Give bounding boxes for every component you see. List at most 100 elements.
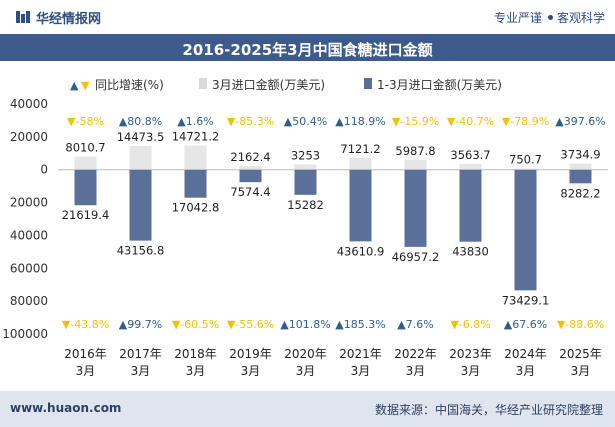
bar-march (129, 145, 152, 170)
data-label-march: 7121.2 (340, 142, 380, 156)
x-tick-label-year: 2019年 (229, 347, 272, 361)
legend-swatch-cumulative (364, 78, 372, 89)
data-label-cumulative: 7574.4 (230, 185, 270, 199)
slogan-right: 客观科学 (556, 11, 605, 25)
top-bar: 华经情报网 专业严谨 客观科学 (0, 0, 615, 34)
site-name: 华经情报网 (36, 12, 102, 27)
growth-march-label: ▲397.6% (555, 115, 605, 128)
slogan-left: 专业严谨 (493, 11, 542, 25)
bar-cumulative (294, 169, 317, 195)
bar-march (569, 163, 592, 170)
data-label-march: 14473.5 (117, 130, 165, 144)
growth-cumulative-label: ▼-55.6% (227, 318, 274, 331)
bar-cumulative (129, 169, 152, 241)
bar-march (459, 163, 482, 170)
x-tick-label-month: 3月 (296, 364, 316, 378)
x-tick-label-month: 3月 (351, 364, 371, 378)
bar-march (74, 156, 97, 170)
growth-cumulative-label: ▲7.6% (397, 318, 433, 331)
footer-url[interactable]: www.huaon.com (10, 401, 122, 415)
bar-cumulative (184, 169, 207, 198)
bar-cumulative (349, 169, 372, 242)
growth-cumulative-label: ▲185.3% (335, 318, 385, 331)
x-tick-label-year: 2021年 (339, 347, 382, 361)
growth-cumulative-label: ▲101.8% (280, 318, 330, 331)
legend-marker-down: ▼ (81, 79, 90, 92)
bar-cumulative (569, 169, 592, 184)
x-tick-label-month: 3月 (241, 364, 261, 378)
growth-cumulative-label: ▼-88.6% (557, 318, 604, 331)
x-tick-label-year: 2016年 (64, 347, 107, 361)
data-label-cumulative: 17042.8 (172, 201, 220, 215)
bar-cumulative (404, 169, 427, 247)
x-tick-label-month: 3月 (406, 364, 426, 378)
y-tick-label: 80000 (10, 294, 48, 308)
growth-march-label: ▲50.4% (284, 115, 327, 128)
growth-cumulative-label: ▲67.6% (504, 318, 547, 331)
chart-area: ▲ ▼ 同比增速(%) 3月进口金额(万美元) 1-3月进口金额(万美元) 40000 20… (2, 77, 608, 378)
y-tick-label: 100000 (2, 327, 48, 341)
legend-swatch-march (199, 78, 207, 89)
data-label-march: 3253 (291, 148, 320, 162)
x-tick-label-month: 3月 (461, 364, 481, 378)
x-tick-label-year: 2022年 (394, 347, 437, 361)
bar-cumulative (459, 169, 482, 242)
growth-cumulative-label: ▼-6.8% (450, 318, 490, 331)
x-tick-label-month: 3月 (76, 364, 96, 378)
growth-march-label: ▼-78.9% (502, 115, 549, 128)
x-tick-label-month: 3月 (131, 364, 151, 378)
growth-cumulative-label: ▼-60.5% (172, 318, 219, 331)
x-tick-label-year: 2020年 (284, 347, 327, 361)
x-tick-label-month: 3月 (516, 364, 536, 378)
growth-march-label: ▼-58% (67, 115, 104, 128)
growth-march-label: ▼-40.7% (447, 115, 494, 128)
growth-march-label: ▲80.8% (119, 115, 162, 128)
legend-label-cumulative: 1-3月进口金额(万美元) (377, 77, 502, 92)
data-label-march: 3563.7 (450, 148, 490, 162)
data-label-cumulative: 15282 (287, 198, 324, 212)
data-label-cumulative: 43156.8 (117, 244, 165, 258)
x-tick-label-year: 2024年 (504, 347, 547, 361)
x-tick-label-month: 3月 (571, 364, 591, 378)
data-label-cumulative: 43830 (452, 245, 489, 259)
logo-icon (16, 11, 30, 23)
bar-march (294, 164, 317, 170)
legend-marker-up: ▲ (70, 79, 79, 92)
bar-march (514, 168, 537, 170)
bar-march (184, 145, 207, 170)
growth-march-label: ▲1.6% (177, 115, 213, 128)
x-tick-label-year: 2018年 (174, 347, 217, 361)
data-label-march: 3734.9 (560, 148, 600, 162)
y-tick-label: 0 (40, 163, 48, 177)
growth-march-label: ▲118.9% (335, 115, 385, 128)
footer: www.huaon.com 数据来源：中国海关，华经产业研究院整理 (0, 391, 615, 427)
x-tick-label-month: 3月 (186, 364, 206, 378)
data-label-march: 2162.4 (230, 150, 270, 164)
chart-title: 2016-2025年3月中国食糖进口金额 (182, 41, 433, 59)
x-tick-label-year: 2025年 (559, 347, 602, 361)
y-tick-label: 40000 (10, 97, 48, 111)
y-tick-label: 60000 (10, 261, 48, 275)
y-tick-label: 40000 (10, 228, 48, 242)
bar-march (404, 159, 427, 170)
bar-march (349, 158, 372, 170)
bar-cumulative (74, 169, 97, 206)
data-label-cumulative: 8282.2 (560, 186, 600, 200)
slogan: 专业严谨 客观科学 (494, 9, 605, 26)
growth-cumulative-label: ▲99.7% (119, 318, 162, 331)
x-tick-label-year: 2023年 (449, 347, 492, 361)
title-bar: 2016-2025年3月中国食糖进口金额 (0, 34, 615, 61)
data-label-cumulative: 43610.9 (337, 244, 385, 258)
footer-source: 数据来源：中国海关，华经产业研究院整理 (374, 403, 603, 417)
bar-cumulative (239, 169, 262, 183)
data-label-march: 14721.2 (172, 130, 220, 144)
x-tick-label-year: 2017年 (119, 347, 162, 361)
legend-label-growth: 同比增速(%) (95, 78, 164, 92)
legend-label-march: 3月进口金额(万美元) (212, 77, 325, 92)
data-label-march: 750.7 (509, 152, 542, 166)
data-label-cumulative: 73429.1 (502, 293, 550, 307)
data-label-cumulative: 21619.4 (62, 208, 110, 222)
growth-march-label: ▼-15.9% (392, 115, 439, 128)
dot-icon (547, 15, 553, 20)
growth-cumulative-label: ▼-43.8% (62, 318, 109, 331)
